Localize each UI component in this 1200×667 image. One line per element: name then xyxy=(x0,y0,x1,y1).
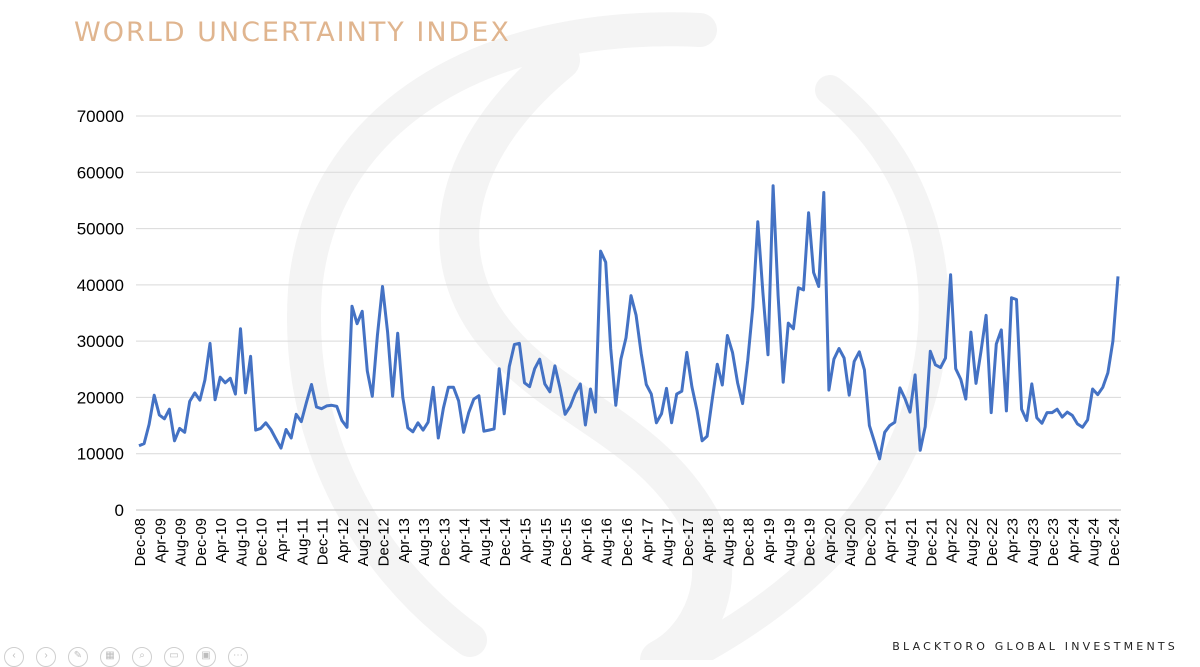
x-tick-label: Apr-11 xyxy=(274,518,291,562)
brand-footer: BLACKTORO GLOBAL INVESTMENTS xyxy=(892,640,1178,653)
x-tick-label: Dec-16 xyxy=(619,518,636,566)
x-tick-label: Apr-10 xyxy=(213,518,230,563)
x-tick-label: Aug-11 xyxy=(294,518,311,565)
x-tick-label: Dec-08 xyxy=(132,518,149,566)
x-tick-label: Apr-14 xyxy=(457,518,474,563)
x-tick-label: Dec-21 xyxy=(923,518,940,566)
x-tick-label: Aug-21 xyxy=(903,518,920,566)
x-axis-ticks: Dec-08 Apr-09 Aug-09 Dec-09 Apr-10 Aug-10 Dec-… xyxy=(132,518,1123,566)
x-tick-label: Apr-19 xyxy=(761,518,778,563)
more-icon[interactable]: ⋯ xyxy=(228,647,248,667)
x-tick-label: Dec-24 xyxy=(1106,518,1123,566)
x-tick-label: Dec-20 xyxy=(862,518,879,566)
x-tick-label: Dec-10 xyxy=(254,518,271,566)
presentation-toolbar: ‹ › ✎ ▦ ⌕ ▭ ▣ ⋯ xyxy=(4,647,248,667)
x-tick-label: Aug-12 xyxy=(355,518,372,566)
y-tick-label: 30000 xyxy=(77,332,124,351)
x-tick-label: Aug-09 xyxy=(173,518,190,566)
x-tick-label: Dec-22 xyxy=(984,518,1001,566)
back-icon[interactable]: ‹ xyxy=(4,647,24,667)
x-tick-label: Aug-10 xyxy=(233,518,250,566)
x-tick-label: Apr-18 xyxy=(700,518,717,563)
x-tick-label: Aug-24 xyxy=(1086,518,1103,566)
x-tick-label: Dec-12 xyxy=(375,518,392,566)
y-tick-label: 10000 xyxy=(77,445,124,464)
page-title: WORLD UNCERTAINTY INDEX xyxy=(74,17,511,48)
x-tick-label: Aug-19 xyxy=(781,518,798,566)
x-tick-label: Aug-20 xyxy=(842,518,859,566)
x-tick-label: Aug-23 xyxy=(1025,518,1042,566)
x-tick-label: Dec-11 xyxy=(315,518,332,565)
series-layer xyxy=(138,184,1120,461)
x-tick-label: Apr-20 xyxy=(822,518,839,563)
window-icon[interactable]: ▭ xyxy=(164,647,184,667)
x-tick-label: Apr-16 xyxy=(578,518,595,563)
y-tick-label: 20000 xyxy=(77,388,124,407)
pen-icon[interactable]: ✎ xyxy=(68,647,88,667)
x-tick-label: Aug-16 xyxy=(599,518,616,566)
zoom-icon[interactable]: ⌕ xyxy=(132,647,152,667)
x-tick-label: Aug-13 xyxy=(416,518,433,566)
x-tick-label: Apr-24 xyxy=(1065,518,1082,563)
x-tick-label: Apr-23 xyxy=(1004,518,1021,563)
x-tick-label: Dec-18 xyxy=(741,518,758,566)
x-tick-label: Dec-19 xyxy=(802,518,819,566)
series-line xyxy=(138,184,1120,461)
x-tick-label: Apr-22 xyxy=(944,518,961,563)
y-tick-label: 0 xyxy=(115,501,124,520)
x-tick-label: Aug-14 xyxy=(477,518,494,566)
x-tick-label: Dec-13 xyxy=(436,518,453,566)
x-tick-label: Apr-09 xyxy=(152,518,169,563)
x-tick-label: Apr-21 xyxy=(883,518,900,563)
x-tick-label: Apr-17 xyxy=(639,518,656,563)
x-tick-label: Aug-17 xyxy=(660,518,677,566)
x-tick-label: Dec-17 xyxy=(680,518,697,566)
grid-icon[interactable]: ▦ xyxy=(100,647,120,667)
line-chart: 0 10000 20000 30000 40000 50000 60000 70000 Dec… xyxy=(77,107,1123,566)
x-tick-label: Dec-15 xyxy=(558,518,575,566)
x-tick-label: Apr-12 xyxy=(335,518,352,563)
x-tick-label: Dec-14 xyxy=(497,518,514,566)
x-tick-label: Apr-15 xyxy=(518,518,535,563)
x-tick-label: Aug-18 xyxy=(720,518,737,566)
camera-icon[interactable]: ▣ xyxy=(196,647,216,667)
x-tick-label: Aug-15 xyxy=(538,518,555,566)
y-tick-label: 60000 xyxy=(77,163,124,182)
y-tick-label: 40000 xyxy=(77,276,124,295)
forward-icon[interactable]: › xyxy=(36,647,56,667)
y-tick-label: 70000 xyxy=(77,107,124,126)
x-tick-label: Dec-09 xyxy=(193,518,210,566)
gridlines xyxy=(136,115,1121,511)
x-tick-label: Apr-13 xyxy=(396,518,413,563)
y-tick-label: 50000 xyxy=(77,220,124,239)
x-tick-label: Aug-22 xyxy=(964,518,981,566)
x-tick-label: Dec-23 xyxy=(1045,518,1062,566)
y-axis-ticks: 0 10000 20000 30000 40000 50000 60000 70000 xyxy=(77,107,124,520)
